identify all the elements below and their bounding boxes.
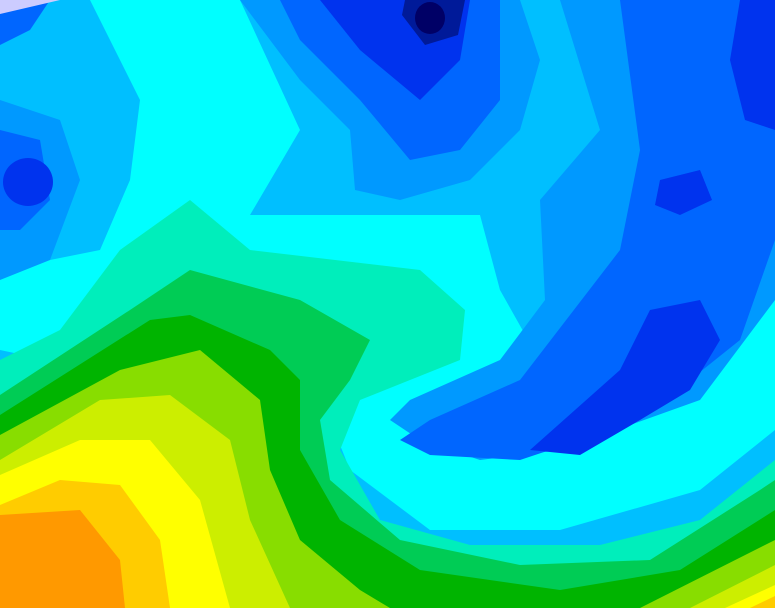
deep-blue-left-spot	[3, 158, 53, 206]
top-left-blue	[0, 0, 50, 45]
gold-band-right	[750, 596, 775, 608]
darkest-core	[415, 2, 445, 34]
orange-core	[0, 510, 125, 608]
top-left-lavender	[0, 0, 60, 14]
deep-blue-lower	[530, 300, 720, 455]
deep-blue-small-blob	[655, 170, 712, 215]
deep-blue-right-edge	[730, 0, 775, 130]
